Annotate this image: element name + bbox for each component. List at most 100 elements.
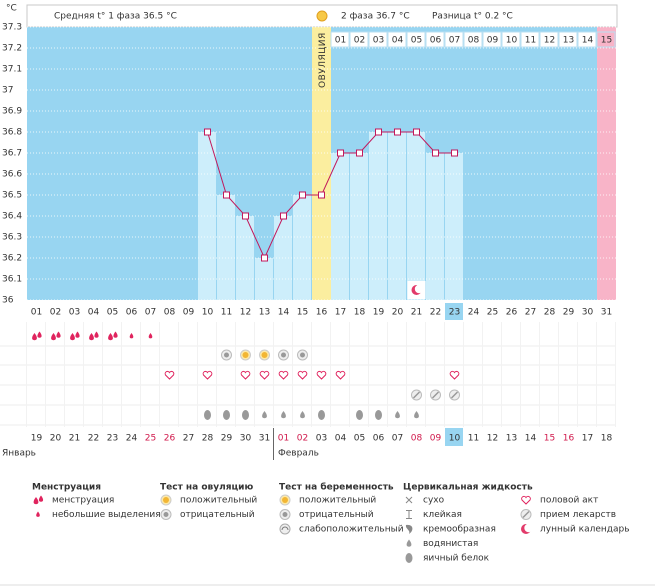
legend-item: прием лекарств [540, 510, 616, 520]
x-tick-label: 12 [240, 308, 251, 318]
date-label: 09 [430, 434, 442, 444]
positive-test-core [282, 497, 288, 503]
temperature-point [432, 149, 439, 157]
cycle-end-column [597, 27, 616, 300]
temperature-point [394, 128, 401, 136]
egg-white-icon [375, 410, 382, 420]
medicine-mark [431, 391, 440, 399]
menstruation-icon [89, 333, 94, 341]
phase2-day-box [596, 31, 616, 48]
ovulation-column [312, 27, 331, 300]
temperature-point [318, 191, 325, 199]
x-tick-label: 27 [525, 308, 536, 318]
x-tick-label: 04 [88, 308, 100, 318]
menstruation-icon [108, 333, 113, 341]
ovulation-label: ОВУЛЯЦИЯ [318, 32, 328, 88]
x-tick-label: 22 [430, 308, 441, 318]
y-tick-label: 36.8 [2, 128, 22, 138]
phase2-average: 2 фаза 36.7 °C [341, 12, 410, 22]
y-tick-label: 37.2 [2, 44, 22, 54]
date-label: 04 [335, 434, 347, 444]
date-label: 21 [69, 434, 80, 444]
menstruation-icon [38, 495, 44, 502]
x-tick-label: 05 [107, 308, 118, 318]
egg-white-icon [242, 410, 249, 420]
egg-white-icon [356, 410, 363, 420]
negative-test-core [163, 512, 169, 517]
weak-test-mark [281, 526, 289, 531]
watery-icon [414, 411, 419, 419]
x-tick-label: 13 [259, 308, 270, 318]
x-tick-label: 11 [221, 308, 232, 318]
date-label: 13 [506, 434, 517, 444]
date-label: 03 [316, 434, 327, 444]
sticky-icon [406, 510, 412, 519]
heart-icon [335, 370, 346, 380]
phase2-day: 03 [373, 36, 384, 46]
phase2-day-box [539, 31, 559, 48]
y-tick-label: 36.9 [2, 107, 22, 117]
y-tick-label: 36.1 [2, 275, 22, 285]
date-label: 26 [164, 434, 176, 444]
date-label: 16 [563, 434, 575, 444]
phase2-day: 10 [506, 36, 518, 46]
y-tick-label: 37.3 [2, 23, 22, 33]
phase2-day-box [387, 31, 407, 48]
positive-test-core [163, 497, 169, 503]
legend-item: положительный [299, 496, 376, 506]
phase2-day-box [406, 31, 426, 48]
spotting-icon [36, 511, 40, 517]
phase2-day-box [577, 31, 597, 48]
date-label: 12 [487, 434, 498, 444]
y-tick-label: 37 [2, 86, 13, 96]
temperature-bar [217, 195, 235, 300]
legend-title: Тест на овуляцию [160, 483, 253, 493]
temperature-point [261, 254, 268, 262]
date-label: 20 [50, 434, 62, 444]
date-label: 19 [31, 434, 43, 444]
y-tick-label: 36.3 [2, 233, 22, 243]
temperature-point [223, 191, 230, 199]
x-tick-label: 16 [316, 308, 328, 318]
egg-white-icon [223, 410, 230, 420]
egg-white-icon [204, 410, 211, 420]
temperature-point [242, 212, 249, 220]
medicine-mark [522, 510, 530, 519]
temperature-bar [426, 153, 444, 300]
x-tick-label: 14 [278, 308, 290, 318]
legend-item: положительный [180, 496, 257, 506]
phase2-day-box [349, 31, 369, 48]
weak-test-icon [279, 523, 291, 535]
legend-title: Тест на беременность [279, 482, 394, 493]
medicine-mark [412, 391, 421, 399]
date-label: 01 [278, 434, 289, 444]
heart-icon [297, 370, 308, 380]
menstruation-icon [70, 333, 75, 341]
medicine-mark [450, 391, 459, 399]
date-label: 29 [221, 434, 233, 444]
today-marker [445, 303, 463, 320]
temperature-point [375, 128, 382, 136]
temperature-point [413, 128, 420, 136]
phase2-day: 14 [582, 36, 594, 46]
menstruation-icon [33, 497, 39, 505]
phase1-average: Средняя t° 1 фаза 36.5 °C [54, 12, 177, 22]
date-label: 22 [88, 434, 99, 444]
phase2-day: 13 [563, 36, 574, 46]
temperature-bar [350, 153, 368, 300]
ovulation-sun-icon [316, 10, 328, 22]
month-label: Январь [2, 449, 36, 459]
x-tick-label: 01 [31, 308, 42, 318]
x-tick-label: 31 [601, 308, 612, 318]
x-tick-label: 21 [411, 308, 422, 318]
y-tick-label: 36 [2, 296, 14, 306]
legend-item: лунный календарь [540, 525, 630, 535]
phase2-day-box [330, 31, 350, 48]
date-label: 08 [411, 434, 423, 444]
x-tick-label: 25 [487, 308, 498, 318]
watery-icon [395, 411, 400, 419]
dry-icon [405, 496, 413, 504]
date-label: 06 [373, 434, 385, 444]
x-tick-label: 02 [50, 308, 61, 318]
